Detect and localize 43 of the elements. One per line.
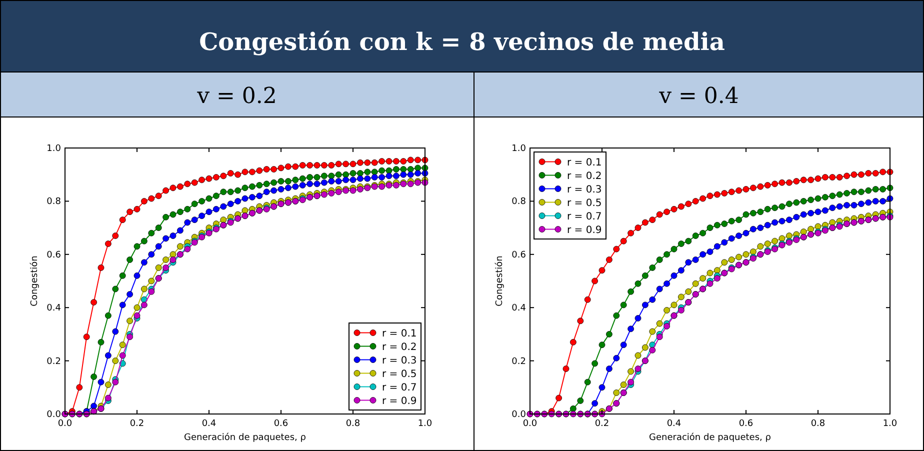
y-tick-label: 1.0 bbox=[512, 144, 526, 154]
x-tick-label: 0.0 bbox=[58, 419, 72, 429]
legend-label: r = 0.1 bbox=[567, 157, 602, 168]
y-tick-label: 0.8 bbox=[46, 197, 62, 208]
x-tick-label: 1.0 bbox=[418, 419, 432, 429]
x-axis-title: Generación de paquetes, ρ bbox=[649, 432, 772, 443]
x-tick-label: 0.8 bbox=[810, 419, 826, 429]
y-axis-title: Congestión bbox=[494, 256, 505, 306]
y-tick-label: 0.4 bbox=[512, 304, 526, 314]
x-tick-label: 0.4 bbox=[666, 419, 682, 429]
chart-title: v = 0.2 bbox=[196, 84, 277, 109]
x-tick-label: 0.6 bbox=[274, 419, 288, 429]
x-tick-label: 0.2 bbox=[594, 419, 610, 429]
x-tick-label: 1.0 bbox=[882, 419, 898, 429]
y-tick-label: 0.0 bbox=[512, 410, 526, 420]
chart-title: v = 0.4 bbox=[658, 84, 739, 109]
legend-label: r = 0.9 bbox=[567, 224, 602, 236]
y-tick-label: 0.2 bbox=[46, 356, 61, 367]
y-tick-label: 0.4 bbox=[46, 304, 62, 314]
legend-label: r = 0.9 bbox=[382, 396, 417, 407]
y-tick-label: 0.8 bbox=[512, 197, 526, 208]
legend-label: r = 0.5 bbox=[382, 368, 417, 380]
legend-label: r = 0.1 bbox=[382, 328, 417, 340]
legend-label: r = 0.2 bbox=[382, 342, 417, 353]
legend-label: r = 0.5 bbox=[567, 198, 602, 209]
x-axis-title: Generación de paquetes, ρ bbox=[184, 432, 306, 443]
legend-label: r = 0.3 bbox=[382, 355, 417, 366]
x-tick-label: 0.0 bbox=[522, 419, 538, 429]
legend-label: r = 0.7 bbox=[382, 382, 417, 394]
text: Congestión con k = 8 vecinos de media bbox=[199, 27, 725, 56]
x-tick-label: 0.8 bbox=[346, 419, 360, 429]
y-tick-label: 1.0 bbox=[46, 144, 62, 154]
y-tick-label: 0.2 bbox=[512, 356, 526, 367]
y-tick-label: 0.6 bbox=[512, 250, 526, 260]
x-tick-label: 0.2 bbox=[130, 419, 144, 429]
x-tick-label: 0.4 bbox=[202, 419, 216, 429]
y-tick-label: 0.6 bbox=[46, 250, 62, 260]
legend-label: r = 0.2 bbox=[567, 170, 602, 182]
y-tick-label: 0.0 bbox=[46, 410, 62, 420]
legend-label: r = 0.7 bbox=[567, 211, 602, 222]
legend-label: r = 0.3 bbox=[567, 184, 602, 196]
x-tick-label: 0.6 bbox=[738, 419, 754, 429]
y-axis-title: Congestión bbox=[29, 256, 40, 306]
